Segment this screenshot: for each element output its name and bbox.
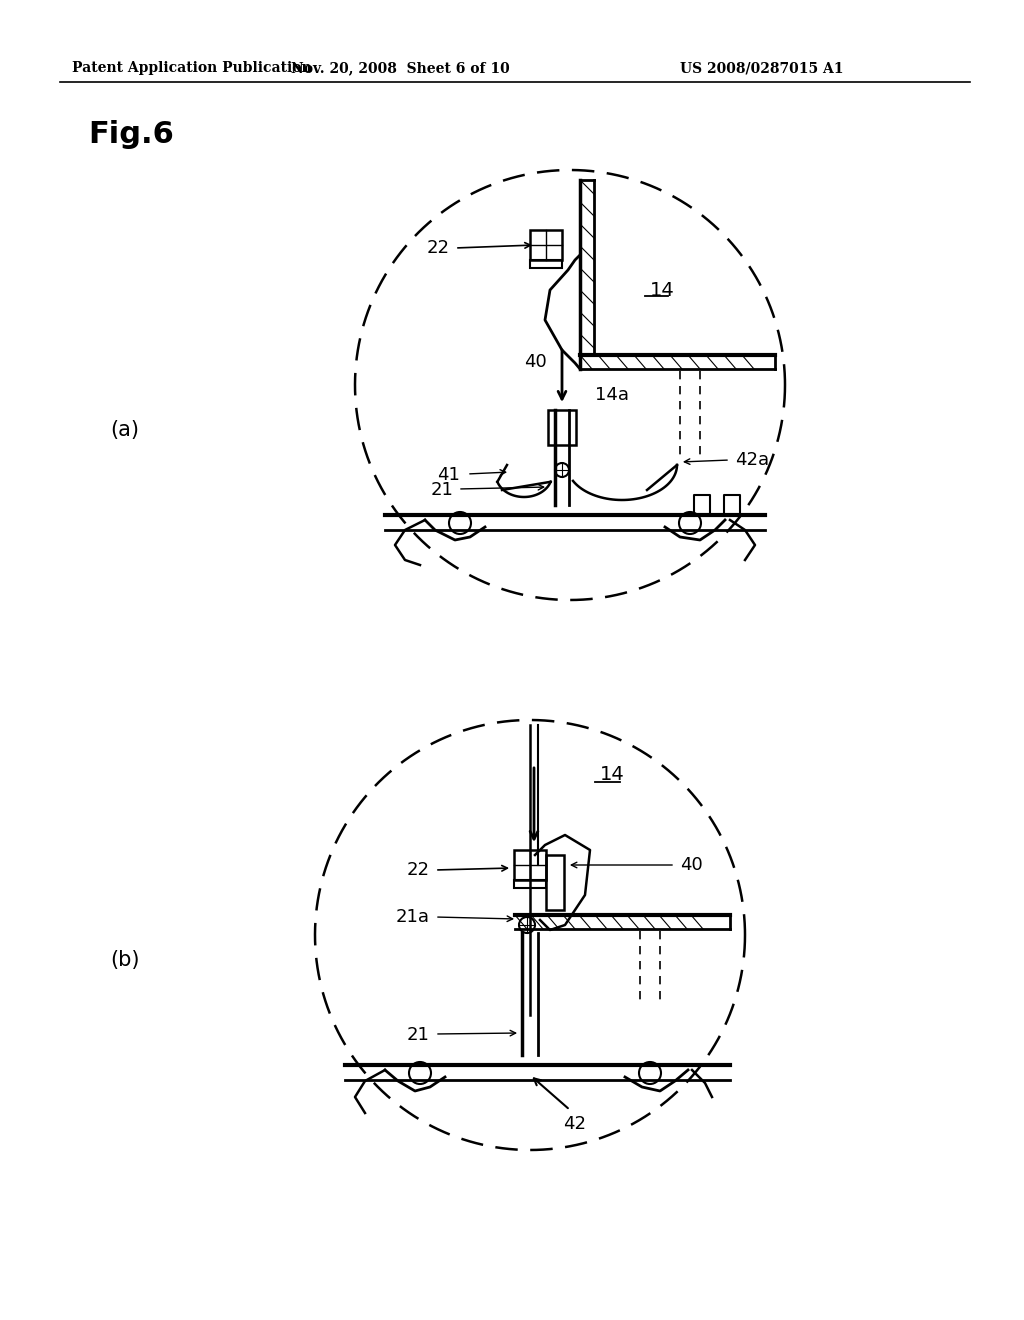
Bar (514, 880, 546, 888)
Text: US 2008/0287015 A1: US 2008/0287015 A1 (680, 61, 844, 75)
Bar (548, 411, 575, 445)
Text: 14a: 14a (595, 385, 629, 404)
Bar (530, 230, 562, 260)
Text: 21a: 21a (396, 908, 430, 927)
Text: (b): (b) (110, 950, 139, 970)
Text: 41: 41 (437, 466, 460, 484)
Bar (546, 855, 564, 909)
Text: 14: 14 (600, 766, 625, 784)
Text: 42: 42 (563, 1115, 587, 1133)
Text: Fig.6: Fig.6 (88, 120, 174, 149)
Bar (530, 260, 562, 268)
Text: 40: 40 (524, 352, 547, 371)
Text: 21: 21 (408, 1026, 430, 1044)
Text: 14: 14 (650, 281, 675, 300)
Text: 21: 21 (430, 480, 453, 499)
Bar (514, 850, 546, 880)
Text: 22: 22 (407, 861, 430, 879)
Text: 22: 22 (427, 239, 450, 257)
Text: Patent Application Publication: Patent Application Publication (72, 61, 311, 75)
Text: (a): (a) (110, 420, 139, 440)
Text: 42a: 42a (735, 451, 769, 469)
Text: 40: 40 (680, 855, 702, 874)
Text: Nov. 20, 2008  Sheet 6 of 10: Nov. 20, 2008 Sheet 6 of 10 (291, 61, 509, 75)
